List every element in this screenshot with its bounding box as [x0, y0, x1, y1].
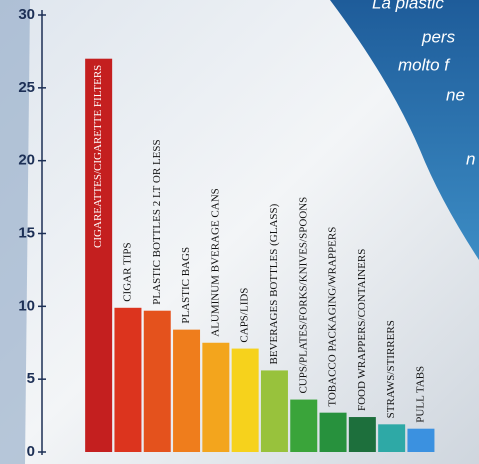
bar — [202, 342, 230, 452]
bar — [319, 412, 347, 452]
bar — [348, 417, 376, 452]
sea — [330, 0, 479, 260]
y-tick-label: 15 — [18, 224, 35, 241]
category-label: BEVERAGES BOTTLES (GLASS) — [268, 203, 280, 364]
category-label: STRAWS/STIRRERS — [385, 320, 397, 418]
left-shade — [0, 0, 30, 464]
bar — [114, 307, 142, 452]
bar — [143, 310, 171, 452]
overlay-text: molto f — [398, 55, 451, 74]
y-tick-label: 20 — [18, 152, 35, 169]
category-label: PLASTIC BAGS — [180, 247, 192, 324]
category-label: TOBACCO PACKAGING/WRAPPERS — [327, 227, 339, 407]
category-label: FOOD WRAPPERS/CONTAINERS — [356, 249, 368, 411]
bar — [85, 58, 113, 452]
overlay-text: La plastic — [372, 0, 444, 12]
category-label: ALUMINUM BVERAGE CANS — [209, 188, 221, 337]
y-tick-label: 10 — [18, 297, 35, 314]
bar — [231, 348, 259, 452]
bar — [378, 424, 406, 452]
bar — [260, 370, 288, 452]
category-label: CIGAREATTES/CIGARETTE FILTERS — [92, 65, 104, 248]
bar — [290, 399, 318, 452]
category-label: PLASTIC BOTTLES 2 LT OR LESS — [151, 139, 163, 304]
y-tick-label: 30 — [18, 6, 35, 23]
category-label: PULL TABS — [414, 366, 426, 423]
y-tick-label: 0 — [27, 443, 35, 460]
overlay-text: pers — [421, 27, 456, 46]
bar — [407, 428, 435, 452]
y-tick-label: 25 — [18, 79, 35, 96]
category-label: CUPS/PLATES/FORKS/KNIVES/SPOONS — [297, 197, 309, 394]
category-label: CAPS/LIDS — [239, 288, 251, 343]
overlay-text: n — [466, 149, 475, 168]
category-label: CIGAR TIPS — [121, 242, 133, 301]
bar — [173, 329, 201, 452]
y-tick-label: 5 — [27, 370, 35, 387]
overlay-text: ne — [446, 85, 465, 104]
